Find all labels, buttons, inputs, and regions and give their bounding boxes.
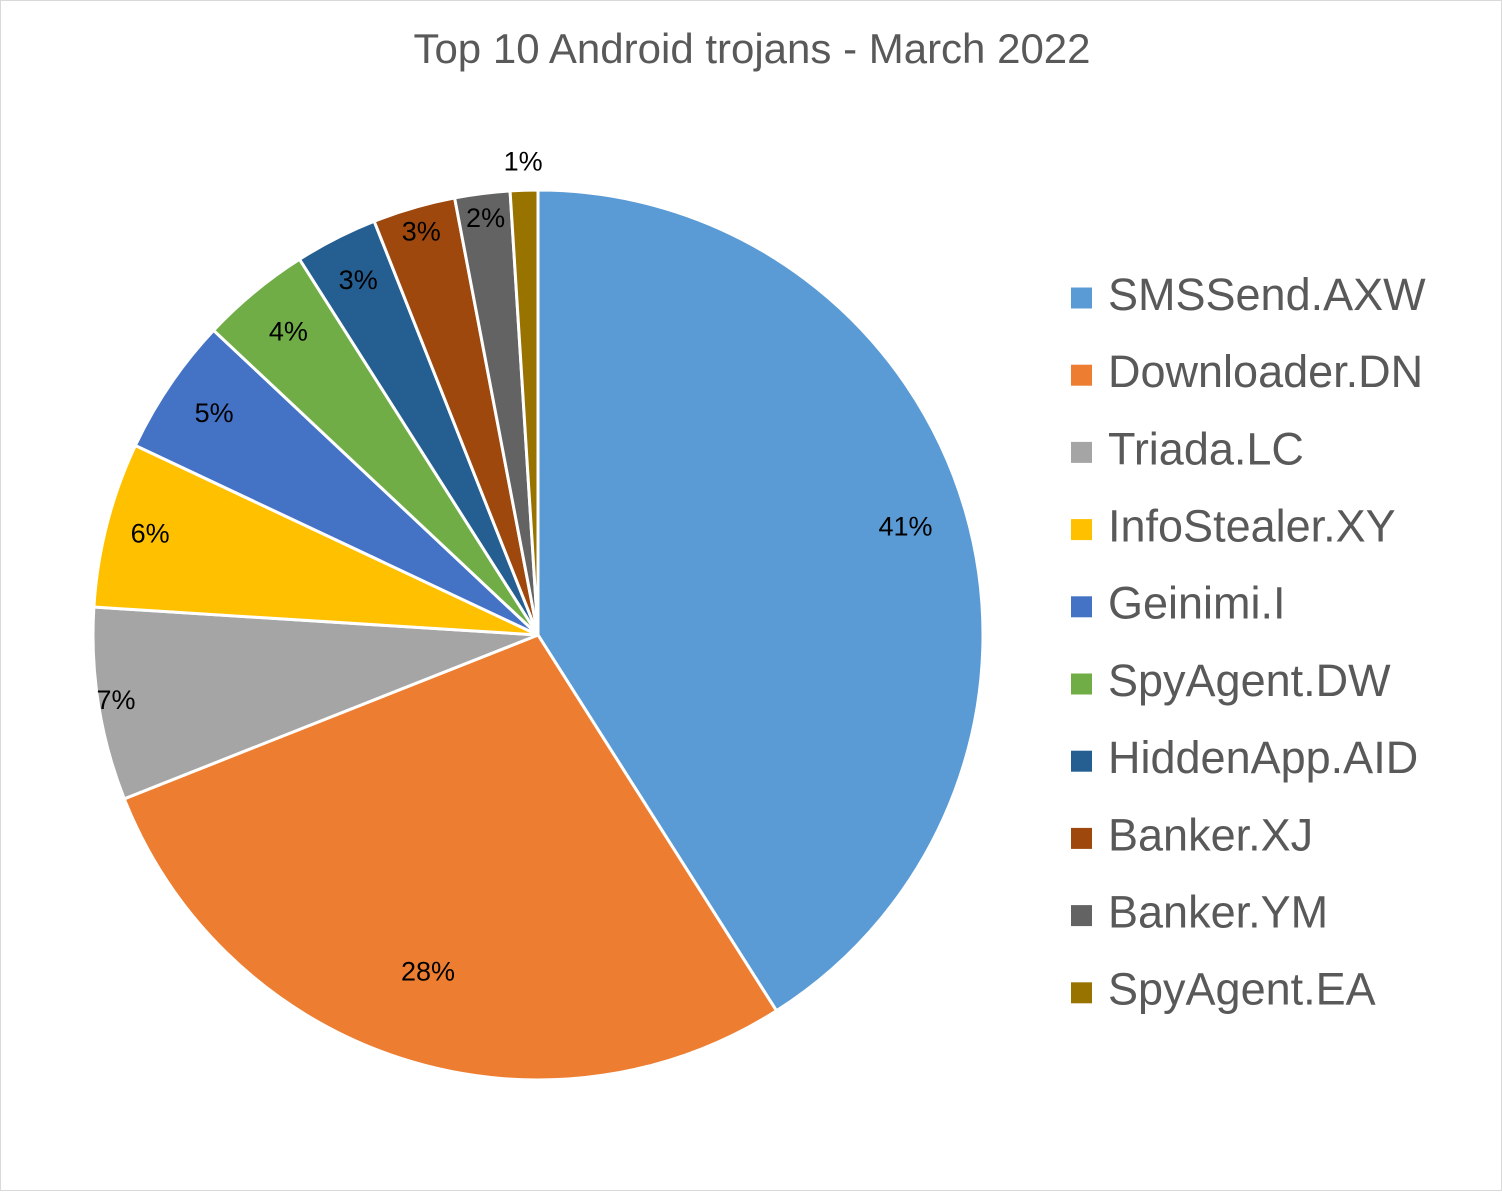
legend-item-triada-lc: Triada.LC [1071,423,1304,474]
data-label-banker-xj: 3% [402,216,441,246]
legend-label-spyagent-dw: SpyAgent.DW [1108,655,1391,706]
data-label-hiddenapp-aid: 3% [339,265,378,295]
legend-label-banker-ym: Banker.YM [1108,886,1328,937]
legend-label-banker-xj: Banker.XJ [1108,809,1313,860]
legend-item-hiddenapp-aid: HiddenApp.AID [1071,732,1418,783]
legend-swatch-banker-ym [1071,905,1092,927]
legend-label-downloader-dn: Downloader.DN [1108,346,1423,397]
pie-slice-spyagent-ea [508,188,540,637]
legend-swatch-hiddenapp-aid [1071,750,1092,772]
chart-title: Top 10 Android trojans - March 2022 [413,25,1090,72]
legend-label-geinimi-i: Geinimi.I [1108,578,1286,629]
legend-swatch-triada-lc [1071,441,1092,463]
data-label-banker-ym: 2% [466,203,505,233]
data-label-downloader-dn: 28% [401,957,455,987]
legend-label-triada-lc: Triada.LC [1108,423,1304,474]
data-label-infostealer-xy: 6% [131,519,170,549]
legend-item-spyagent-ea: SpyAgent.EA [1071,964,1376,1015]
legend-swatch-smssend-axw [1071,287,1092,309]
legend-item-infostealer-xy: InfoStealer.XY [1071,500,1396,551]
legend-swatch-spyagent-dw [1071,673,1092,695]
legend-item-banker-xj: Banker.XJ [1071,809,1313,860]
pie-slice-triada-lc [91,605,540,801]
data-label-geinimi-i: 5% [195,398,234,428]
legend-item-spyagent-dw: SpyAgent.DW [1071,655,1391,706]
legend-label-smssend-axw: SMSSend.AXW [1108,269,1426,320]
data-label-triada-lc: 7% [97,685,136,715]
legend-item-downloader-dn: Downloader.DN [1071,346,1423,397]
legend-swatch-spyagent-ea [1071,982,1092,1004]
legend-label-hiddenapp-aid: HiddenApp.AID [1108,732,1418,783]
data-label-spyagent-ea: 1% [504,147,543,177]
legend-swatch-downloader-dn [1071,364,1092,386]
data-label-spyagent-dw: 4% [269,316,308,346]
legend-item-smssend-axw: SMSSend.AXW [1071,269,1426,320]
legend-item-geinimi-i: Geinimi.I [1071,578,1286,629]
legend: SMSSend.AXW Downloader.DN Triada.LC InfoSte… [1071,269,1426,1015]
data-labels: 41% 28% 7% 6% 5% 4% 3% 3% 2% 1% [97,147,933,987]
legend-label-spyagent-ea: SpyAgent.EA [1108,964,1376,1015]
pie-slices [91,188,985,1082]
pie-slice-smssend-axw [536,188,985,1013]
legend-swatch-banker-xj [1071,827,1092,849]
legend-label-infostealer-xy: InfoStealer.XY [1108,500,1396,551]
data-label-smssend-axw: 41% [878,511,932,541]
legend-swatch-geinimi-i [1071,596,1092,618]
legend-item-banker-ym: Banker.YM [1071,886,1328,937]
legend-swatch-infostealer-xy [1071,519,1092,541]
pie-slice-downloader-dn [122,633,778,1082]
pie-slice-infostealer-xy [92,444,540,637]
